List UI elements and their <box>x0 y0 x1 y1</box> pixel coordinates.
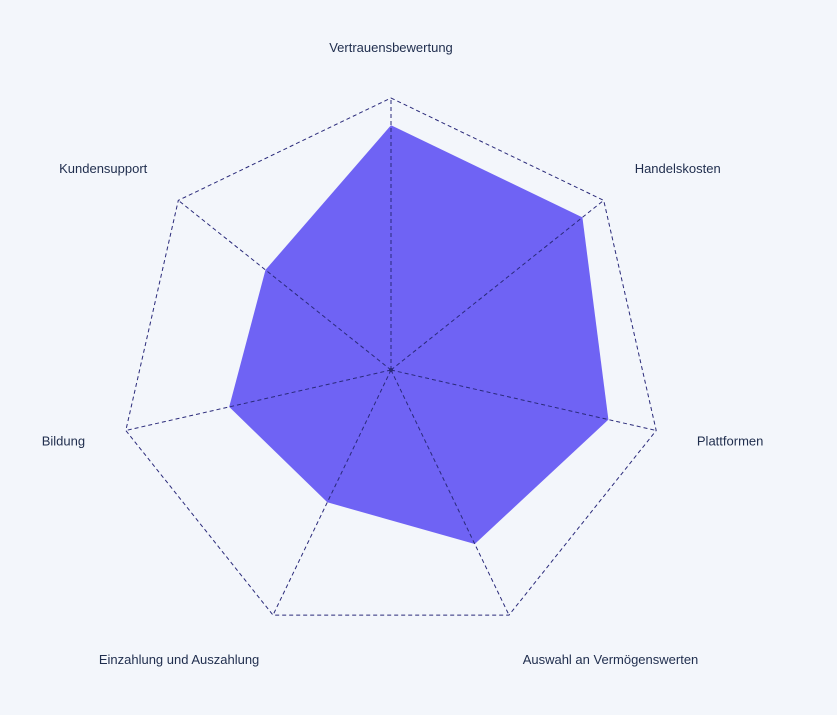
grid-spoke <box>272 369 392 616</box>
grid-spoke <box>125 369 392 431</box>
axis-label: Plattformen <box>697 434 763 449</box>
axis-label: Kundensupport <box>59 161 148 176</box>
grid-spoke <box>390 369 510 616</box>
grid-spoke <box>390 369 657 431</box>
axis-label: Vertrauensbewertung <box>329 40 453 55</box>
axis-label: Bildung <box>42 434 85 449</box>
series-area <box>229 125 609 544</box>
axis-label-layer: Vertrauensbewertung Handelskosten Plattfor… <box>42 40 764 667</box>
axis-label: Handelskosten <box>635 161 721 176</box>
center-point <box>389 368 393 372</box>
grid-spoke <box>177 200 392 371</box>
series-layer <box>229 125 609 544</box>
grid-outline <box>125 97 657 616</box>
grid-layer <box>125 97 657 616</box>
grid-spoke <box>390 200 605 371</box>
axis-label: Einzahlung und Auszahlung <box>99 652 259 667</box>
axis-label: Auswahl an Vermögenswerten <box>523 652 699 667</box>
